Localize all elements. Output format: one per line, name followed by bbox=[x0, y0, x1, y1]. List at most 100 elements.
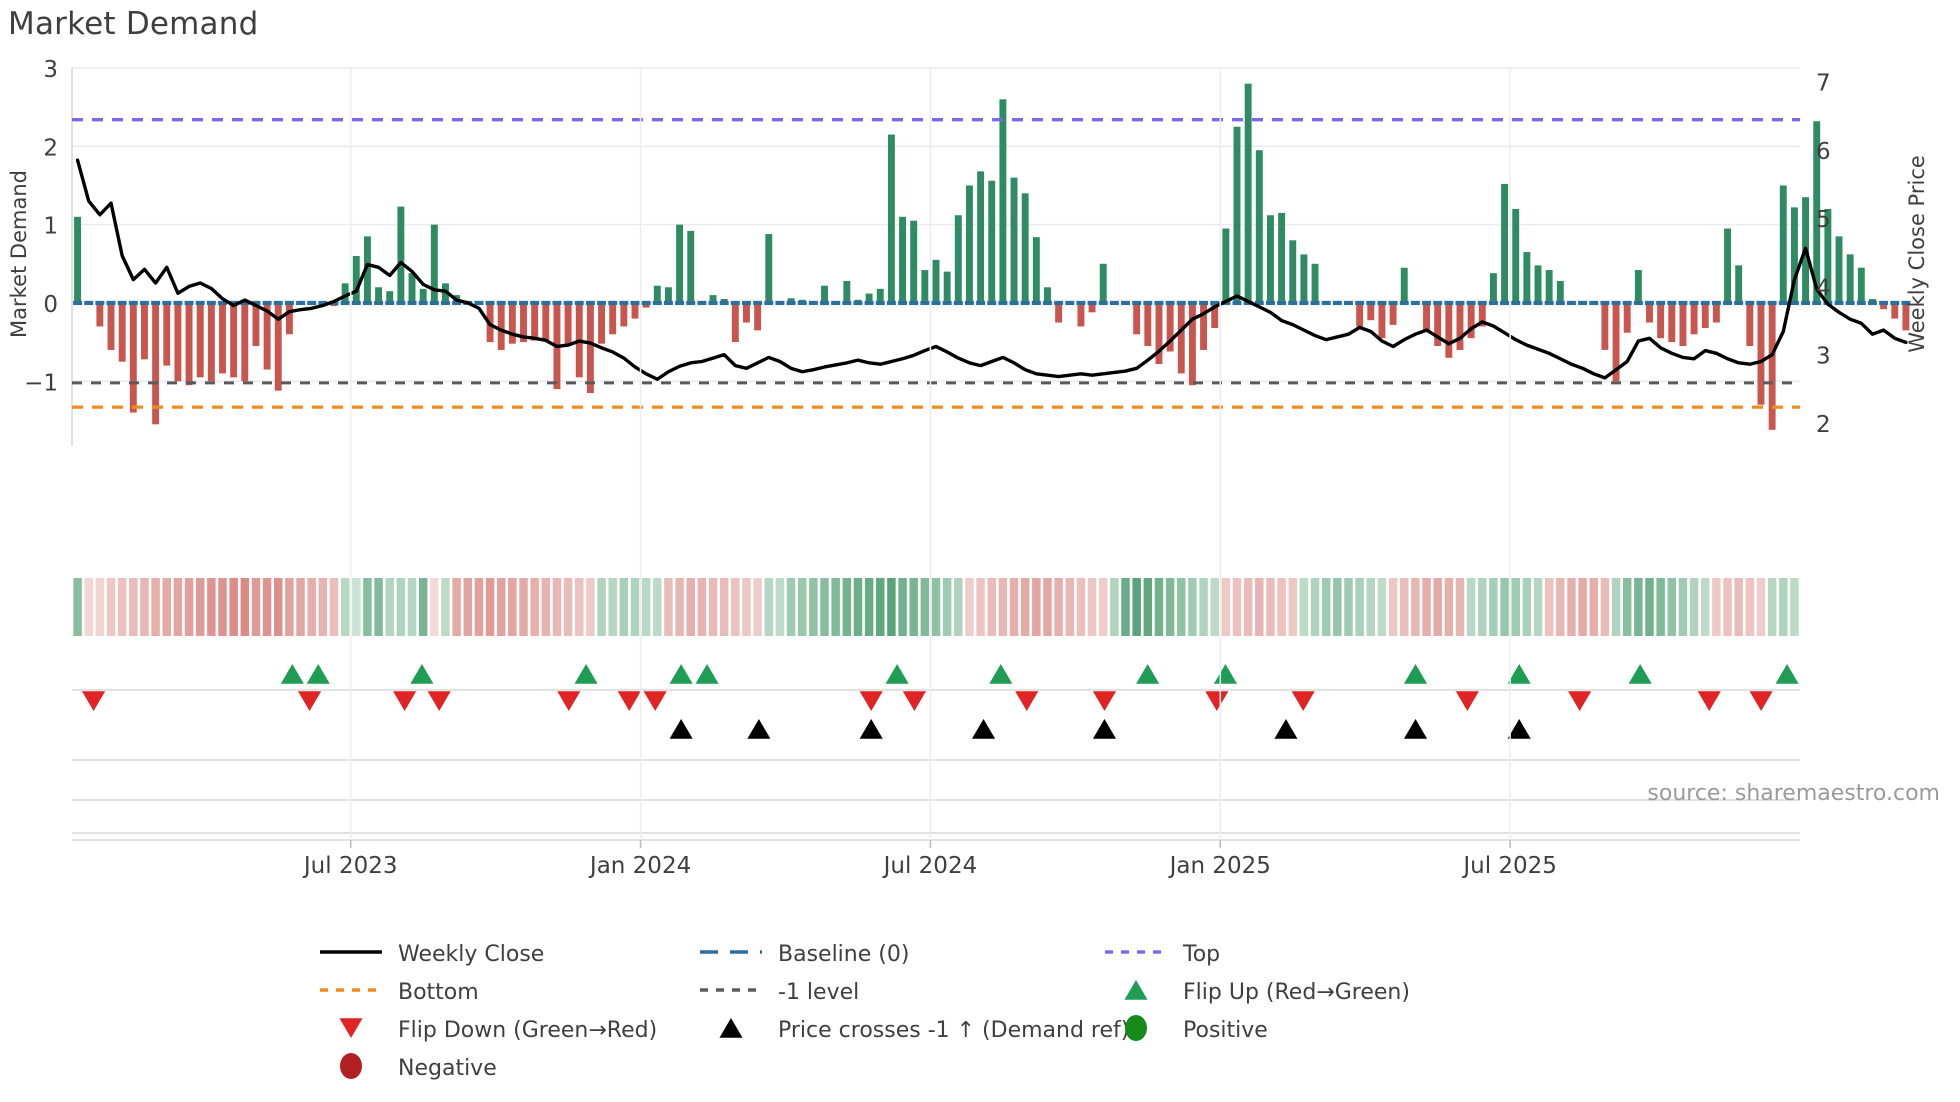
demand-bar bbox=[664, 287, 672, 303]
demand-bar bbox=[397, 206, 405, 303]
flip-up-marker bbox=[1628, 664, 1652, 684]
heatmap-cell bbox=[1266, 578, 1275, 636]
flip-up-marker bbox=[1213, 664, 1237, 684]
demand-bar bbox=[586, 302, 594, 394]
legend-label: Flip Down (Green→Red) bbox=[398, 1018, 657, 1043]
heatmap-cell bbox=[396, 578, 406, 636]
heatmap-cell bbox=[1177, 578, 1186, 636]
heatmap-cell bbox=[151, 578, 160, 636]
flip-up-marker bbox=[410, 664, 434, 684]
demand-bar bbox=[1044, 287, 1051, 303]
demand-bar bbox=[676, 224, 684, 303]
heatmap-cell bbox=[162, 578, 171, 636]
x-tick-label: Jan 2025 bbox=[1168, 853, 1271, 879]
demand-bar bbox=[497, 302, 505, 350]
heatmap-cell bbox=[519, 578, 528, 636]
heatmap-cell bbox=[1556, 578, 1565, 636]
heatmap-cell bbox=[441, 578, 450, 636]
flip-down-marker bbox=[902, 691, 926, 711]
heatmap-cell bbox=[753, 578, 762, 636]
heatmap-cell bbox=[274, 578, 283, 636]
demand-bar bbox=[564, 302, 572, 347]
heatmap-cell bbox=[1478, 578, 1487, 636]
right-tick-label: 6 bbox=[1816, 139, 1831, 165]
demand-bar bbox=[1701, 302, 1709, 329]
heatmap-cell bbox=[1466, 578, 1476, 636]
flip-down-marker bbox=[1205, 691, 1229, 711]
demand-bar bbox=[1166, 302, 1174, 352]
heatmap-cell bbox=[1333, 578, 1342, 636]
demand-bar bbox=[609, 302, 617, 335]
right-axis-title: Weekly Close Price bbox=[1905, 155, 1929, 353]
demand-bar bbox=[1623, 302, 1631, 333]
demand-bar bbox=[1891, 302, 1899, 319]
demand-bar bbox=[899, 216, 907, 303]
demand-bar bbox=[1021, 193, 1029, 303]
demand-bar bbox=[542, 302, 550, 341]
heatmap-cell bbox=[407, 578, 417, 636]
legend-circle-swatch bbox=[1125, 1015, 1147, 1041]
demand-bar bbox=[1601, 302, 1609, 350]
demand-bar bbox=[408, 273, 416, 303]
left-tick-label: 3 bbox=[43, 57, 58, 83]
heatmap-cell bbox=[1589, 578, 1598, 636]
heatmap-cell bbox=[641, 578, 651, 636]
demand-bar bbox=[1724, 228, 1731, 303]
demand-bar bbox=[141, 302, 148, 360]
heatmap-cell bbox=[998, 578, 1008, 636]
demand-bar bbox=[1690, 302, 1698, 335]
price-cross-marker bbox=[971, 719, 996, 739]
demand-bar bbox=[1657, 302, 1665, 339]
demand-bar bbox=[341, 283, 349, 303]
demand-bar bbox=[1155, 302, 1163, 365]
right-tick-label: 7 bbox=[1816, 71, 1831, 97]
price-cross-marker bbox=[1507, 719, 1531, 739]
demand-bar bbox=[1032, 237, 1040, 303]
demand-bar bbox=[1400, 267, 1408, 303]
heatmap-cell bbox=[1600, 578, 1610, 636]
demand-bar bbox=[1634, 270, 1642, 303]
heatmap-cell bbox=[1087, 578, 1097, 636]
demand-bar bbox=[1434, 302, 1442, 347]
demand-bar bbox=[1768, 302, 1776, 430]
flip-down-marker bbox=[427, 691, 451, 711]
heatmap-cell bbox=[1255, 578, 1264, 636]
demand-bar bbox=[1356, 302, 1364, 327]
heatmap-cell bbox=[218, 578, 227, 636]
heatmap-cell bbox=[363, 578, 372, 636]
heatmap-cell bbox=[1277, 578, 1286, 636]
heatmap-cell bbox=[1076, 578, 1086, 636]
demand-bar bbox=[419, 288, 427, 303]
flip-down-marker bbox=[393, 691, 417, 711]
demand-bar bbox=[743, 302, 750, 323]
demand-bar bbox=[520, 302, 527, 343]
flip-down-marker bbox=[1092, 691, 1117, 711]
page-title: Market Demand bbox=[8, 6, 259, 42]
heatmap-cell bbox=[340, 578, 350, 636]
demand-bar bbox=[1846, 254, 1854, 303]
demand-bar bbox=[196, 302, 204, 378]
demand-bar bbox=[1757, 302, 1765, 405]
price-cross-marker bbox=[1274, 719, 1298, 739]
flip-down-marker bbox=[1015, 691, 1039, 711]
heatmap-cell bbox=[876, 578, 885, 636]
heatmap-cell bbox=[296, 578, 305, 636]
demand-bar bbox=[620, 302, 628, 327]
legend-label: Positive bbox=[1183, 1018, 1268, 1043]
demand-bar bbox=[531, 302, 539, 341]
demand-bar bbox=[1467, 302, 1475, 339]
price-cross-marker bbox=[859, 719, 883, 739]
demand-bar bbox=[1501, 183, 1509, 303]
heatmap-cell bbox=[786, 578, 796, 636]
heatmap-cell bbox=[586, 578, 595, 636]
heatmap-cell bbox=[1701, 578, 1710, 636]
x-tick-label: Jul 2023 bbox=[302, 853, 398, 879]
demand-bar bbox=[731, 302, 739, 343]
heatmap-cell bbox=[307, 578, 316, 636]
heatmap-cell bbox=[1321, 578, 1331, 636]
demand-bar bbox=[1200, 302, 1208, 350]
left-tick-label: 1 bbox=[43, 214, 58, 240]
demand-bar bbox=[1367, 302, 1375, 321]
demand-bar bbox=[1902, 302, 1910, 331]
